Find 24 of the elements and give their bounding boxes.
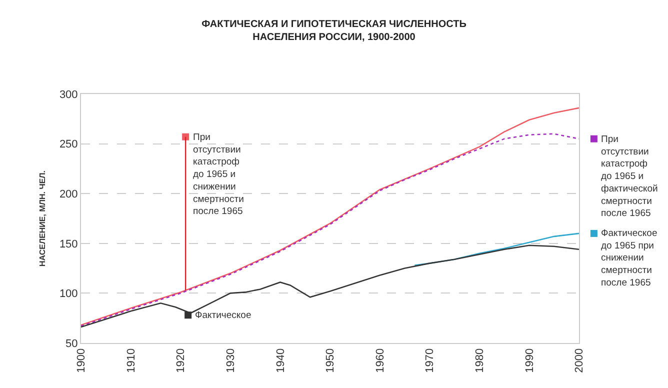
y-axis-title: НАСЕЛЕНИЕ, МЛН. ЧЕЛ. xyxy=(38,170,48,267)
y-tick-label: 250 xyxy=(59,138,78,151)
y-tick-label: 300 xyxy=(59,88,78,101)
y-tick-label: 50 xyxy=(66,338,78,350)
x-tick-label: 1930 xyxy=(224,348,237,373)
x-tick-label: 1950 xyxy=(324,348,337,373)
legend-label: При отсутствии катастроф до 1965 и снижении смертности после 1965 xyxy=(193,132,244,218)
y-tick-label: 200 xyxy=(59,188,78,200)
x-tick-label: 2000 xyxy=(574,348,586,373)
x-tick-label: 1980 xyxy=(474,348,486,373)
legend-label: При отсутствии катастроф до 1965 и фактической смертности после 1965 xyxy=(601,134,658,220)
y-tick-label: 150 xyxy=(59,238,78,250)
x-tick-label: 1970 xyxy=(424,348,436,373)
x-tick-label: 1940 xyxy=(274,348,287,373)
x-tick-label: 1900 xyxy=(76,348,88,373)
legend-label: Фактическое до 1965 при снижении смертности после 1965 xyxy=(601,228,658,288)
legend-label: Фактическое xyxy=(195,310,252,321)
x-tick-label: 1920 xyxy=(175,348,188,373)
x-tick-label: 1990 xyxy=(524,348,536,373)
line-series xyxy=(81,244,579,328)
chart-title: ФАКТИЧЕСКАЯ И ГИПОТЕТИЧЕСКАЯ ЧИСЛЕННОСТЬ НАСЕЛЕНИЯ РОССИИ, 1900-2000 xyxy=(202,19,466,44)
x-tick-label: 1960 xyxy=(374,348,386,373)
y-tick-label: 100 xyxy=(59,288,78,300)
x-tick-label: 1910 xyxy=(125,348,138,373)
